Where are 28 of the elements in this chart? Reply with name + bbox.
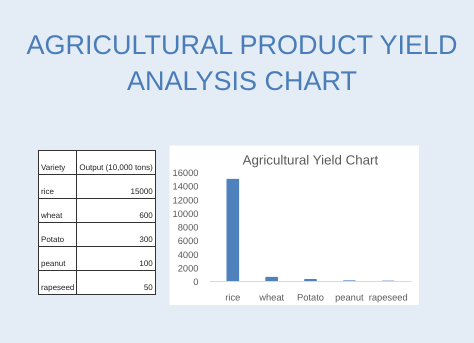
chart-title: AGRICULTURAL PRODUCT YIELD ANALYSIS CHART xyxy=(25,29,459,98)
chart-subtitle: Agricultural Yield Chart xyxy=(242,152,378,168)
y-tick-label: 12000 xyxy=(172,195,199,206)
text: 100 xyxy=(76,246,156,270)
y-tick-label: 6000 xyxy=(178,236,199,246)
x-tick-label: rice xyxy=(225,292,240,302)
text: Variety xyxy=(38,150,77,174)
y-tick-label: 0 xyxy=(193,277,199,287)
text: 300 xyxy=(76,222,156,246)
text: 15000 xyxy=(76,174,156,198)
category-label: rapeseed xyxy=(41,282,74,292)
y-tick-label: 4000 xyxy=(178,250,199,260)
category-label: Potato xyxy=(41,234,64,244)
text: Output (10,000 tons) xyxy=(76,150,156,174)
x-tick-label: wheat xyxy=(258,292,285,302)
category-label: rice xyxy=(41,186,54,196)
y-tick-label: 8000 xyxy=(178,222,199,232)
text: 50 xyxy=(76,270,156,294)
x-tick-label: Potato xyxy=(297,292,324,302)
y-tick-label: 10000 xyxy=(172,208,199,219)
category-label: wheat xyxy=(41,210,62,220)
x-tick-label: rapeseed xyxy=(368,292,408,302)
y-tick-label: 16000 xyxy=(172,168,199,178)
text: 600 xyxy=(76,198,156,222)
y-tick-label: 14000 xyxy=(172,182,199,192)
category-label: peanut xyxy=(41,258,66,268)
x-tick-label: peanut xyxy=(335,292,364,302)
y-tick-label: 2000 xyxy=(178,263,199,274)
